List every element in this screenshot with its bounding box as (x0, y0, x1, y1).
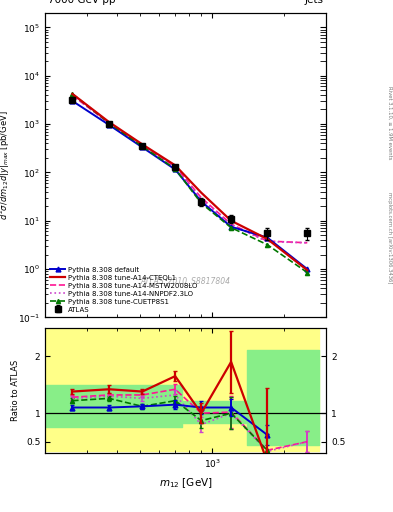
Pythia 8.308 tune-A14-CTEQL1 (70, 91, 75, 97)
Pythia 8.308 tune-A14-MSTW2008LO (70, 92, 75, 98)
Pythia 8.308 tune-CUETP8S1 (199, 200, 204, 206)
Pythia 8.308 tune-A14-CTEQL1 (173, 162, 178, 168)
Pythia 8.308 default (70, 98, 75, 104)
Pythia 8.308 default (140, 144, 145, 151)
Pythia 8.308 tune-A14-CTEQL1 (140, 141, 145, 147)
Pythia 8.308 tune-CUETP8S1 (173, 166, 178, 172)
Pythia 8.308 tune-A14-NNPDF2.3LO (70, 92, 75, 98)
Pythia 8.308 default (265, 234, 270, 241)
Pythia 8.308 default (107, 122, 111, 128)
Pythia 8.308 default (229, 224, 233, 230)
Legend: Pythia 8.308 default, Pythia 8.308 tune-A14-CTEQL1, Pythia 8.308 tune-A14-MSTW20: Pythia 8.308 default, Pythia 8.308 tune-… (49, 265, 199, 314)
Pythia 8.308 default (199, 199, 204, 205)
Line: Pythia 8.308 default: Pythia 8.308 default (70, 98, 310, 271)
Text: Rivet 3.1.10, ≥ 1.9M events: Rivet 3.1.10, ≥ 1.9M events (387, 86, 392, 160)
Pythia 8.308 tune-A14-NNPDF2.3LO (199, 196, 204, 202)
Y-axis label: Ratio to ATLAS: Ratio to ATLAS (11, 360, 20, 421)
Pythia 8.308 tune-A14-MSTW2008LO (107, 120, 111, 126)
Pythia 8.308 tune-A14-MSTW2008LO (229, 221, 233, 227)
Pythia 8.308 tune-A14-NNPDF2.3LO (140, 142, 145, 148)
Y-axis label: $d^2\sigma/dm_{12}d|y|_{max}$ [pb/GeV]: $d^2\sigma/dm_{12}d|y|_{max}$ [pb/GeV] (0, 110, 13, 220)
X-axis label: $m_{12}$ [GeV]: $m_{12}$ [GeV] (159, 476, 213, 490)
Pythia 8.308 tune-A14-CTEQL1 (229, 218, 233, 224)
Line: Pythia 8.308 tune-A14-CTEQL1: Pythia 8.308 tune-A14-CTEQL1 (72, 94, 307, 270)
Text: ATLAS_2010_S8817804: ATLAS_2010_S8817804 (141, 276, 231, 285)
Pythia 8.308 tune-A14-NNPDF2.3LO (173, 164, 178, 170)
Text: Jets: Jets (305, 0, 323, 5)
Text: 7000 GeV pp: 7000 GeV pp (48, 0, 116, 5)
Pythia 8.308 tune-A14-NNPDF2.3LO (229, 222, 233, 228)
Pythia 8.308 tune-CUETP8S1 (107, 120, 111, 126)
Pythia 8.308 tune-CUETP8S1 (305, 269, 310, 275)
Pythia 8.308 tune-A14-NNPDF2.3LO (107, 120, 111, 126)
Pythia 8.308 tune-A14-CTEQL1 (107, 119, 111, 125)
Text: mcplots.cern.ch [arXiv:1306.3436]: mcplots.cern.ch [arXiv:1306.3436] (387, 193, 392, 284)
Pythia 8.308 tune-A14-MSTW2008LO (140, 142, 145, 148)
Pythia 8.308 tune-A14-MSTW2008LO (199, 195, 204, 201)
Pythia 8.308 tune-A14-CTEQL1 (265, 236, 270, 242)
Pythia 8.308 default (305, 266, 310, 272)
Pythia 8.308 tune-A14-NNPDF2.3LO (265, 239, 270, 245)
Pythia 8.308 tune-A14-CTEQL1 (305, 267, 310, 273)
Pythia 8.308 tune-CUETP8S1 (229, 225, 233, 231)
Line: Pythia 8.308 tune-CUETP8S1: Pythia 8.308 tune-CUETP8S1 (70, 92, 309, 274)
Line: Pythia 8.308 tune-A14-NNPDF2.3LO: Pythia 8.308 tune-A14-NNPDF2.3LO (72, 95, 307, 243)
Pythia 8.308 tune-A14-MSTW2008LO (305, 240, 310, 246)
Pythia 8.308 tune-CUETP8S1 (70, 91, 75, 97)
Line: Pythia 8.308 tune-A14-MSTW2008LO: Pythia 8.308 tune-A14-MSTW2008LO (72, 95, 307, 243)
Pythia 8.308 default (173, 166, 178, 173)
Pythia 8.308 tune-A14-MSTW2008LO (265, 238, 270, 244)
Pythia 8.308 tune-CUETP8S1 (140, 143, 145, 150)
Pythia 8.308 tune-A14-NNPDF2.3LO (305, 240, 310, 246)
Pythia 8.308 tune-A14-CTEQL1 (199, 189, 204, 196)
Pythia 8.308 tune-CUETP8S1 (265, 242, 270, 248)
Pythia 8.308 tune-A14-MSTW2008LO (173, 163, 178, 169)
